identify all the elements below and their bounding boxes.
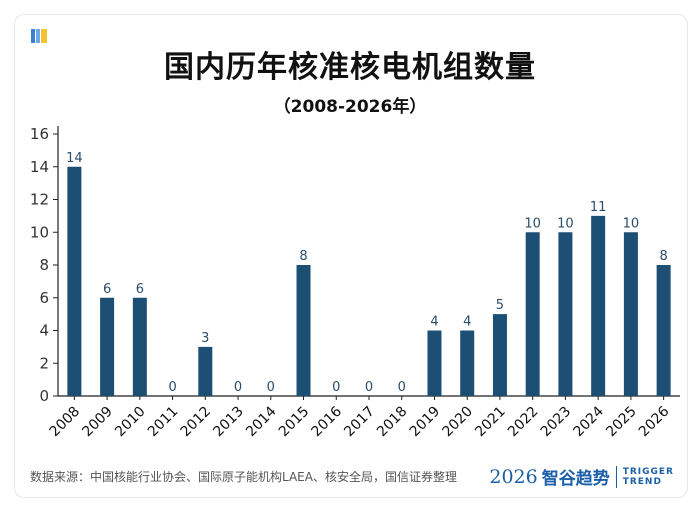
x-tick-label: 2025: [603, 404, 640, 441]
bar-value-label: 6: [136, 282, 144, 297]
y-tick-label: 4: [39, 322, 49, 340]
data-source-note: 数据来源：中国核能行业协会、国际原子能机构LAEA、核安全局，国信证券整理: [30, 470, 457, 484]
bar: [623, 232, 638, 396]
x-tick-label: 2017: [341, 404, 378, 441]
x-tick-label: 2008: [47, 404, 84, 441]
bar-value-label: 0: [365, 380, 373, 395]
chart-subtitle: （2008-2026年）: [273, 97, 427, 117]
bar-value-label: 5: [496, 298, 504, 313]
x-tick-label: 2019: [407, 404, 444, 441]
x-tick-label: 2013: [210, 404, 247, 441]
bar-value-label: 0: [267, 380, 275, 395]
x-tick-label: 2009: [79, 404, 116, 441]
x-tick-label: 2018: [374, 404, 411, 441]
x-tick-label: 2020: [440, 404, 477, 441]
bar: [67, 166, 82, 396]
brand-name: 智谷趋势: [541, 469, 610, 489]
y-tick-label: 16: [30, 125, 49, 143]
bar-value-label: 14: [66, 151, 83, 166]
bar: [198, 346, 213, 396]
bar-value-label: 0: [234, 380, 242, 395]
bar-value-label: 4: [430, 315, 438, 330]
brand-corner-icon: [31, 29, 51, 43]
x-tick-label: 2021: [472, 404, 509, 441]
y-tick-label: 8: [39, 256, 49, 274]
y-tick-label: 2: [39, 354, 49, 372]
x-tick-label: 2012: [178, 404, 215, 441]
bar: [492, 314, 507, 396]
x-tick-label: 2026: [636, 403, 673, 440]
bar-value-label: 10: [524, 216, 541, 231]
bar-value-label: 11: [590, 200, 607, 215]
bar: [296, 265, 311, 396]
x-tick-label: 2022: [505, 404, 542, 441]
bar-value-label: 10: [557, 216, 574, 231]
bar: [100, 297, 115, 396]
x-tick-label: 2024: [570, 403, 607, 440]
bar: [525, 232, 540, 396]
y-tick-label: 0: [39, 387, 49, 405]
y-tick-label: 12: [30, 191, 49, 209]
bar: [558, 232, 573, 396]
bar: [591, 215, 606, 396]
brand-divider: [615, 465, 617, 488]
chart-title: 国内历年核准核电机组数量: [164, 50, 536, 85]
chart-card: [14, 14, 688, 498]
bar: [460, 330, 475, 396]
x-tick-label: 2014: [243, 403, 280, 440]
brand-english-line-1: TRIGGER: [622, 466, 674, 477]
brand-english: TRIGGER TREND: [623, 467, 674, 487]
bar-value-label: 8: [299, 249, 307, 264]
brand-logo: 2026 智谷趋势 TRIGGER TREND: [489, 464, 674, 489]
y-tick-label: 10: [30, 223, 49, 241]
y-tick-label: 14: [30, 158, 49, 176]
bar-value-label: 0: [168, 380, 176, 395]
bar-value-label: 8: [659, 249, 667, 264]
x-tick-label: 2015: [276, 404, 313, 441]
x-tick-label: 2023: [538, 404, 575, 441]
bar: [132, 297, 147, 396]
bar: [427, 330, 442, 396]
x-tick-label: 2010: [112, 404, 149, 441]
x-tick-label: 2011: [145, 404, 182, 441]
bar-value-label: 6: [103, 282, 111, 297]
bar-value-label: 3: [201, 331, 209, 346]
x-tick-label: 2016: [309, 403, 346, 440]
brand-english-line-2: TREND: [622, 476, 662, 487]
bar-value-label: 0: [332, 380, 340, 395]
bar-value-label: 4: [463, 315, 471, 330]
y-tick-label: 6: [39, 289, 49, 307]
bar-value-label: 10: [623, 216, 640, 231]
bar-chart: 0246810121416142008620096201002011320120…: [30, 125, 680, 441]
brand-year: 2026: [489, 465, 538, 488]
bar: [656, 265, 671, 396]
footer: 数据来源：中国核能行业协会、国际原子能机构LAEA、核安全局，国信证券整理 20…: [0, 462, 700, 496]
bar-value-label: 0: [398, 380, 406, 395]
